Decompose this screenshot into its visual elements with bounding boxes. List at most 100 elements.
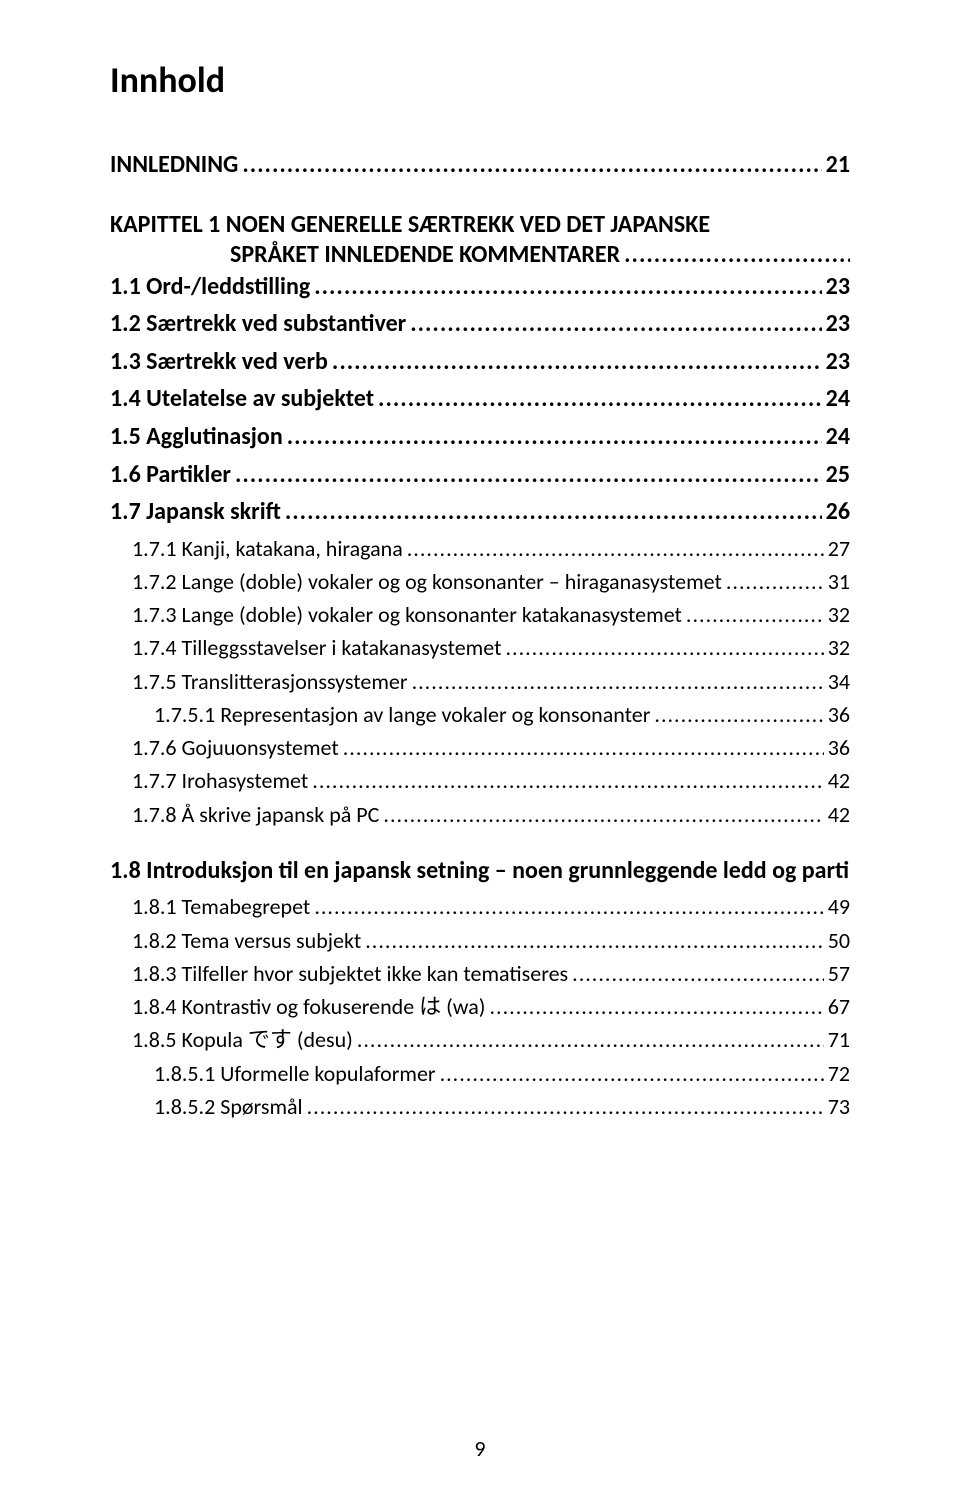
toc-entry: 1.5 Agglutinasjon 24: [110, 420, 850, 454]
toc-leader-dots: [365, 925, 823, 956]
toc-entry-label: 1.7.2 Lange (doble) vokaler og og konson…: [132, 566, 722, 597]
toc-entry: 1.8.4 Kontrastiv og fokuserende は (wa) 67: [110, 991, 850, 1022]
toc-entry-label: 1.5 Agglutinasjon: [110, 420, 283, 454]
toc-entry: 1.4 Utelatelse av subjektet 24: [110, 382, 850, 416]
toc-entry-label: 1.8.5.2 Spørsmål: [154, 1091, 303, 1122]
toc-entry: 1.7.1 Kanji, katakana, hiragana 27: [110, 533, 850, 564]
toc-entry-page: 72: [828, 1058, 850, 1089]
toc-entry: 1.8.5.1 Uformelle kopulaformer 72: [110, 1058, 850, 1089]
toc-leader-dots: [407, 533, 824, 564]
toc-entry-page: 34: [828, 666, 850, 697]
toc-entry: 1.7.5 Translitterasjonssystemer 34: [110, 666, 850, 697]
toc-entry-page: 25: [826, 458, 850, 492]
toc-entry: 1.7.5.1 Representasjon av lange vokaler …: [110, 699, 850, 730]
toc-leader-dots: [572, 958, 824, 989]
toc-leader-dots: [285, 495, 822, 529]
toc-entry-label: SPRÅKET INNLEDENDE KOMMENTARER: [230, 240, 620, 269]
toc-entry-label: 1.8.3 Tilfeller hvor subjektet ikke kan …: [132, 958, 568, 989]
toc-leader-dots: [489, 991, 823, 1022]
toc-entry-label: 1.6 Partikler: [110, 458, 231, 492]
toc-chapter-line1: KAPITTEL 1 NOEN GENERELLE SÆRTREKK VED D…: [110, 210, 850, 240]
page-number: 9: [0, 1435, 960, 1462]
toc-entry-label: 1.7.4 Tilleggsstavelser i katakanasystem…: [132, 632, 501, 663]
toc-entry: 1.7.6 Gojuuonsystemet 36: [110, 732, 850, 763]
toc-entry-label: 1.8.1 Temabegrepet: [132, 891, 310, 922]
toc-leader-dots: [307, 1091, 824, 1122]
toc-entry: 1.8.5 Kopula です (desu) 71: [110, 1024, 850, 1055]
toc-entry-label: 1.7.5 Translitterasjonssystemer: [132, 666, 408, 697]
toc-entry-page: 36: [828, 732, 850, 763]
toc-entry-label: 1.8 Introduksjon til en japansk setning …: [110, 854, 850, 888]
toc-leader-dots: [726, 566, 824, 597]
toc-leader-dots: [505, 632, 823, 663]
toc-leader-dots: [686, 599, 824, 630]
toc-entry: 1.7.3 Lange (doble) vokaler og konsonant…: [110, 599, 850, 630]
toc-entry-page: 27: [828, 533, 850, 564]
toc-entry: 1.7.2 Lange (doble) vokaler og og konson…: [110, 566, 850, 597]
toc-entry: 1.7.8 Å skrive japansk på PC 42: [110, 799, 850, 830]
toc-leader-dots: [287, 420, 822, 454]
toc-entry-label: INNLEDNING: [110, 148, 238, 182]
toc-leader-dots: [314, 270, 821, 304]
toc-entry-label: 1.3 Særtrekk ved verb: [110, 345, 328, 379]
toc-entry: 1.8.1 Temabegrepet 49: [110, 891, 850, 922]
toc-entry: 1.8.3 Tilfeller hvor subjektet ikke kan …: [110, 958, 850, 989]
toc-entry-label: 1.2 Særtrekk ved substantiver: [110, 307, 406, 341]
toc-entry: 1.7 Japansk skrift26: [110, 495, 850, 529]
toc-entry-page: 50: [828, 925, 850, 956]
toc-leader-dots: [235, 458, 822, 492]
toc-entry-page: 73: [828, 1091, 850, 1122]
spacer: [110, 188, 850, 210]
toc-leader-dots: [378, 382, 822, 416]
toc-leader-dots: [440, 1058, 824, 1089]
toc-entry-label: 1.7.8 Å skrive japansk på PC: [132, 799, 379, 830]
toc-entry: 1.3 Særtrekk ved verb23: [110, 345, 850, 379]
toc-entry-page: 57: [828, 958, 850, 989]
toc-entry: 1.6 Partikler 25: [110, 458, 850, 492]
toc-entry-page: 32: [828, 632, 850, 663]
toc-leader-dots: [332, 345, 822, 379]
toc-entry-page: 21: [826, 148, 850, 182]
toc-entry-page: 26: [826, 495, 850, 529]
toc-entry-label: 1.7.7 Irohasystemet: [132, 765, 308, 796]
toc-entry-page: 42: [828, 799, 850, 830]
toc-entry-label: 1.8.2 Tema versus subjekt: [132, 925, 361, 956]
toc-entry-page: 71: [828, 1024, 850, 1055]
toc-entry-page: 24: [826, 420, 850, 454]
toc-entry-label: 1.8.5.1 Uformelle kopulaformer: [154, 1058, 436, 1089]
toc-entry-label: 1.8.4 Kontrastiv og fokuserende は (wa): [132, 991, 485, 1022]
toc-leader-dots: [383, 799, 823, 830]
toc-leader-dots: [412, 666, 824, 697]
toc-entry-page: 23: [826, 307, 850, 341]
toc-leader-dots: [314, 891, 823, 922]
toc-entry: 1.1 Ord-/leddstilling 23: [110, 270, 850, 304]
page-title: Innhold: [110, 58, 850, 102]
toc-chapter-line2: SPRÅKET INNLEDENDE KOMMENTARER23: [110, 240, 850, 270]
toc-entry-label: 1.7.6 Gojuuonsystemet: [132, 732, 339, 763]
toc-entry: 1.2 Særtrekk ved substantiver 23: [110, 307, 850, 341]
toc-entry-label: 1.7.1 Kanji, katakana, hiragana: [132, 533, 403, 564]
toc-entry: 1.8.2 Tema versus subjekt 50: [110, 925, 850, 956]
spacer: [110, 832, 850, 854]
toc-entry-label: 1.8.5 Kopula です (desu): [132, 1024, 353, 1055]
toc-entry-page: 36: [828, 699, 850, 730]
toc-entry-page: 31: [828, 566, 850, 597]
toc-entry: 1.8.5.2 Spørsmål 73: [110, 1091, 850, 1122]
toc-leader-dots: [410, 307, 821, 341]
toc-entry-label: 1.7.5.1 Representasjon av lange vokaler …: [154, 699, 650, 730]
toc-entry-label: 1.7.3 Lange (doble) vokaler og konsonant…: [132, 599, 682, 630]
toc-leader-dots: [654, 699, 823, 730]
toc-entry-label: 1.4 Utelatelse av subjektet: [110, 382, 374, 416]
toc-entry-page: 49: [828, 891, 850, 922]
toc-entry: 1.7.4 Tilleggsstavelser i katakanasystem…: [110, 632, 850, 663]
toc-entry-page: 23: [826, 270, 850, 304]
toc-leader-dots: [343, 732, 824, 763]
toc-entry-page: 67: [828, 991, 850, 1022]
toc-entry-page: 32: [828, 599, 850, 630]
toc-container: INNLEDNING 21 KAPITTEL 1 NOEN GENERELLE SÆ…: [110, 148, 850, 1122]
toc-entry-label: 1.1 Ord-/leddstilling: [110, 270, 310, 304]
toc-entry-page: 24: [826, 382, 850, 416]
toc-leader-dots: [624, 240, 850, 269]
toc-leader-dots: [357, 1024, 824, 1055]
toc-leader-dots: [242, 148, 821, 182]
